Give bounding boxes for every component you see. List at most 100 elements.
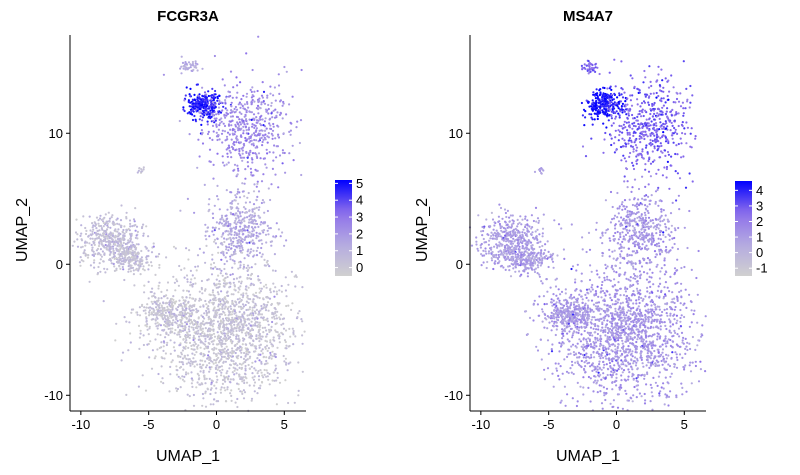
scatter-point [217,334,220,337]
scatter-point [274,269,277,272]
scatter-point [156,333,159,336]
scatter-point [114,339,117,342]
scatter-point [211,94,214,97]
scatter-point [193,348,196,351]
scatter-point [244,360,247,364]
scatter-point [522,237,525,240]
scatter-point [241,392,244,395]
scatter-point [290,122,293,125]
scatter-point [676,132,679,135]
scatter-point [610,137,613,140]
scatter-point [232,86,235,89]
scatter-point [200,123,203,126]
scatter-point [242,376,245,379]
scatter-point [238,235,241,238]
scatter-point [178,264,181,268]
scatter-point [230,293,233,296]
scatter-point [191,352,194,355]
scatter-point [263,102,267,105]
scatter-point [521,231,524,234]
scatter-point [263,368,266,372]
scatter-point [218,285,221,288]
scatter-point [121,252,124,255]
scatter-point [150,311,153,314]
scatter-point [179,355,182,358]
scatter-point [243,381,246,385]
scatter-point [664,136,668,139]
scatter-point [111,239,114,242]
scatter-point [192,102,195,105]
scatter-point [203,347,206,350]
scatter-point [241,248,244,251]
scatter-point [104,213,107,216]
scatter-point [239,225,242,228]
scatter-point [149,290,152,294]
scatter-point [268,151,271,154]
scatter-point [242,94,245,97]
scatter-point [277,133,280,136]
scatter-point [213,339,216,342]
scatter-point [194,299,197,302]
scatter-point [635,149,638,152]
scatter-point [280,313,283,316]
scatter-point [248,306,252,309]
scatter-point [252,203,256,206]
scatter-point [182,363,185,366]
scatter-point [590,116,593,119]
scatter-point [158,346,161,350]
scatter-point [623,120,626,123]
scatter-point [220,235,223,238]
scatter-point [190,64,193,67]
scatter-point [527,242,530,245]
scatter-point [208,362,211,365]
scatter-point [680,123,684,126]
scatter-point [176,319,179,322]
scatter-point [213,110,216,113]
scatter-point [267,227,271,230]
scatter-point [591,69,595,72]
scatter-point [272,159,275,162]
scatter-point [260,360,263,364]
scatter-point [253,126,256,129]
scatter-point [142,234,145,237]
scatter-point [181,325,184,328]
scatter-point [542,213,545,216]
scatter-point [219,330,222,333]
scatter-point [80,239,84,242]
scatter-point [125,393,128,396]
scatter-point [244,139,247,142]
scatter-point [301,286,304,289]
scatter-point [192,323,195,326]
scatter-point [211,301,214,304]
scatter-point [122,228,125,232]
scatter-point [109,242,112,245]
scatter-point [273,144,276,147]
scatter-point [214,361,217,364]
scatter-point [294,274,297,277]
scatter-point [240,356,243,359]
scatter-point [694,137,697,140]
scatter-point [186,320,189,324]
scatter-point [222,361,225,364]
scatter-point [488,225,491,228]
scatter-point [512,248,515,251]
scatter-point [238,373,241,376]
scatter-point [557,223,561,226]
scatter-point [250,216,253,219]
scatter-point [196,109,199,112]
scatter-point [670,114,674,117]
scatter-point [248,153,251,156]
scatter-point [145,258,148,261]
scatter-point [631,145,635,148]
scatter-point [211,325,214,328]
scatter-point [246,250,249,253]
scatter-point [541,232,544,235]
scatter-point [505,229,508,232]
scatter-point [236,239,239,242]
scatter-point [664,101,667,104]
scatter-point [98,242,101,245]
scatter-point [506,223,509,226]
scatter-point [638,110,641,113]
scatter-point [483,254,486,257]
scatter-point [628,131,631,134]
